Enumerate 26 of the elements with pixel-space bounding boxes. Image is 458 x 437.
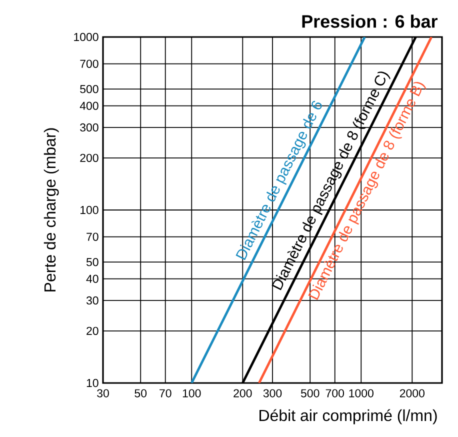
x-tick-label: 500 [300,389,320,398]
y-tick-label: 20 [86,326,98,335]
x-tick-label: 100 [182,389,201,398]
y-tick-label: 200 [80,154,98,162]
y-tick-label: 30 [86,296,98,305]
y-tick-label: 400 [80,102,98,110]
x-tick-label: 70 [160,389,172,398]
x-tick-label: 2000 [400,389,424,398]
y-tick-label: 1000 [74,32,98,42]
x-tick-label: 300 [263,389,282,398]
y-tick-label: 40 [86,274,98,283]
x-tick-label: 30 [97,389,109,398]
y-tick-label: 700 [80,60,98,68]
y-tick-label: 300 [80,123,98,132]
x-axis-title: Débit air comprimé (l/mn) [260,409,437,424]
x-tick-label: 50 [134,389,147,398]
x-tick-label: 200 [234,389,252,398]
x-tick-label: 700 [326,389,344,398]
y-tick-label: 70 [86,232,98,241]
y-tick-label: 10 [86,378,98,388]
y-tick-label: 100 [80,206,98,214]
y-tick-label: 500 [80,85,98,94]
chart-title: Pression : 6 bar [302,14,438,28]
y-tick-label: 50 [86,258,98,266]
y-axis-title: Perte de charge (mbar) [44,128,59,292]
x-tick-label: 1000 [349,389,374,398]
